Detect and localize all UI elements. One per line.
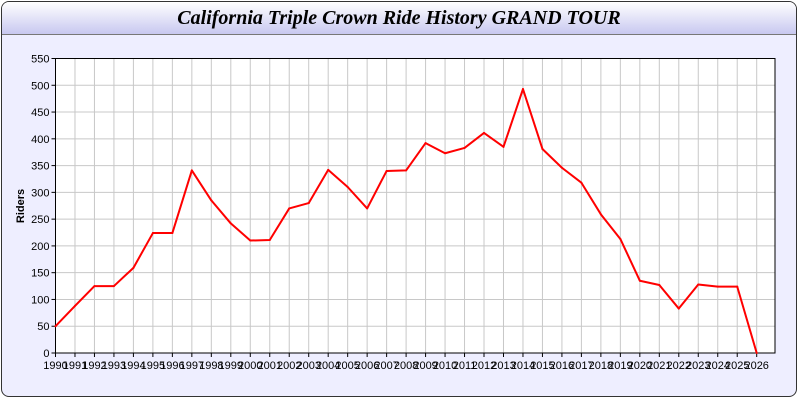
data-point bbox=[385, 169, 388, 172]
y-tick-label: 550 bbox=[31, 54, 49, 66]
y-tick-label: 150 bbox=[31, 268, 49, 280]
x-tick-label: 2005 bbox=[335, 360, 359, 372]
data-point bbox=[736, 285, 739, 288]
x-tick-label: 2010 bbox=[433, 360, 457, 372]
y-tick-label: 400 bbox=[31, 134, 49, 146]
x-tick-label: 1991 bbox=[63, 360, 87, 372]
data-point bbox=[619, 237, 622, 240]
x-tick-label: 2011 bbox=[453, 360, 477, 372]
x-tick-label: 2002 bbox=[277, 360, 301, 372]
y-tick-label: 200 bbox=[31, 241, 49, 253]
data-point bbox=[560, 166, 563, 169]
x-tick-label: 2004 bbox=[316, 360, 340, 372]
data-point bbox=[521, 88, 524, 91]
x-tick-label: 2019 bbox=[608, 360, 632, 372]
data-point bbox=[327, 168, 330, 171]
y-axis-label: Riders bbox=[15, 189, 27, 223]
data-point bbox=[463, 146, 466, 149]
data-point bbox=[502, 145, 505, 148]
x-tick-label: 1995 bbox=[141, 360, 165, 372]
data-point bbox=[599, 213, 602, 216]
data-point bbox=[405, 169, 408, 172]
x-tick-label: 2025 bbox=[725, 360, 749, 372]
data-point bbox=[541, 147, 544, 150]
x-tick-label: 2003 bbox=[296, 360, 320, 372]
x-tick-label: 1992 bbox=[82, 360, 106, 372]
y-tick-label: 450 bbox=[31, 107, 49, 119]
plot-border bbox=[55, 58, 776, 354]
x-tick-label: 2026 bbox=[744, 360, 768, 372]
data-point bbox=[483, 131, 486, 134]
data-point bbox=[171, 232, 174, 235]
x-tick-label: 1998 bbox=[199, 360, 223, 372]
y-tick-label: 100 bbox=[31, 294, 49, 306]
x-tick-label: 2013 bbox=[491, 360, 515, 372]
data-point bbox=[638, 279, 641, 282]
data-point bbox=[424, 142, 427, 145]
data-point bbox=[658, 283, 661, 286]
x-tick-label: 2014 bbox=[511, 360, 535, 372]
x-tick-label: 2009 bbox=[413, 360, 437, 372]
x-tick-label: 2018 bbox=[589, 360, 613, 372]
x-tick-label: 2023 bbox=[686, 360, 710, 372]
data-point bbox=[73, 304, 76, 307]
data-point bbox=[444, 152, 447, 155]
data-point bbox=[288, 207, 291, 210]
y-tick-label: 50 bbox=[37, 321, 49, 333]
y-tick-label: 350 bbox=[31, 161, 49, 173]
data-point bbox=[580, 181, 583, 184]
x-tick-label: 2001 bbox=[258, 360, 282, 372]
chart-title: California Triple Crown Ride History GRA… bbox=[177, 7, 621, 29]
x-tick-label: 2015 bbox=[530, 360, 554, 372]
x-tick-label: 2021 bbox=[647, 360, 671, 372]
x-tick-label: 2024 bbox=[706, 360, 730, 372]
data-point bbox=[190, 169, 193, 172]
data-point bbox=[151, 232, 154, 235]
data-point bbox=[755, 352, 758, 354]
data-point bbox=[112, 285, 115, 288]
x-tick-label: 1996 bbox=[160, 360, 184, 372]
x-tick-label: 2017 bbox=[569, 360, 593, 372]
x-tick-label: 1999 bbox=[219, 360, 243, 372]
plot-area bbox=[55, 58, 775, 353]
x-tick-label: 1997 bbox=[180, 360, 204, 372]
x-tick-label: 2007 bbox=[374, 360, 398, 372]
x-tick-label: 1993 bbox=[102, 360, 126, 372]
x-tick-label: 2020 bbox=[628, 360, 652, 372]
data-point bbox=[677, 307, 680, 310]
title-bar: California Triple Crown Ride History GRA… bbox=[2, 2, 796, 35]
x-tick-label: 2012 bbox=[472, 360, 496, 372]
data-point bbox=[346, 186, 349, 189]
data-point bbox=[249, 239, 252, 242]
data-point bbox=[132, 266, 135, 269]
data-point bbox=[366, 207, 369, 210]
x-tick-label: 2016 bbox=[550, 360, 574, 372]
data-point bbox=[697, 283, 700, 286]
data-point bbox=[307, 202, 310, 205]
data-point bbox=[210, 199, 213, 202]
x-tick-label: 1994 bbox=[121, 360, 145, 372]
data-point bbox=[229, 222, 232, 225]
data-point bbox=[54, 325, 57, 328]
y-tick-label: 0 bbox=[43, 348, 49, 360]
data-point bbox=[268, 239, 271, 242]
y-tick-label: 250 bbox=[31, 214, 49, 226]
data-point bbox=[716, 285, 719, 288]
x-tick-label: 2000 bbox=[238, 360, 262, 372]
x-tick-label: 2008 bbox=[394, 360, 418, 372]
y-tick-label: 300 bbox=[31, 187, 49, 199]
x-tick-label: 2022 bbox=[667, 360, 691, 372]
data-point bbox=[93, 285, 96, 288]
y-tick-label: 500 bbox=[31, 80, 49, 92]
x-tick-label: 2006 bbox=[355, 360, 379, 372]
x-tick-label: 1990 bbox=[43, 360, 67, 372]
